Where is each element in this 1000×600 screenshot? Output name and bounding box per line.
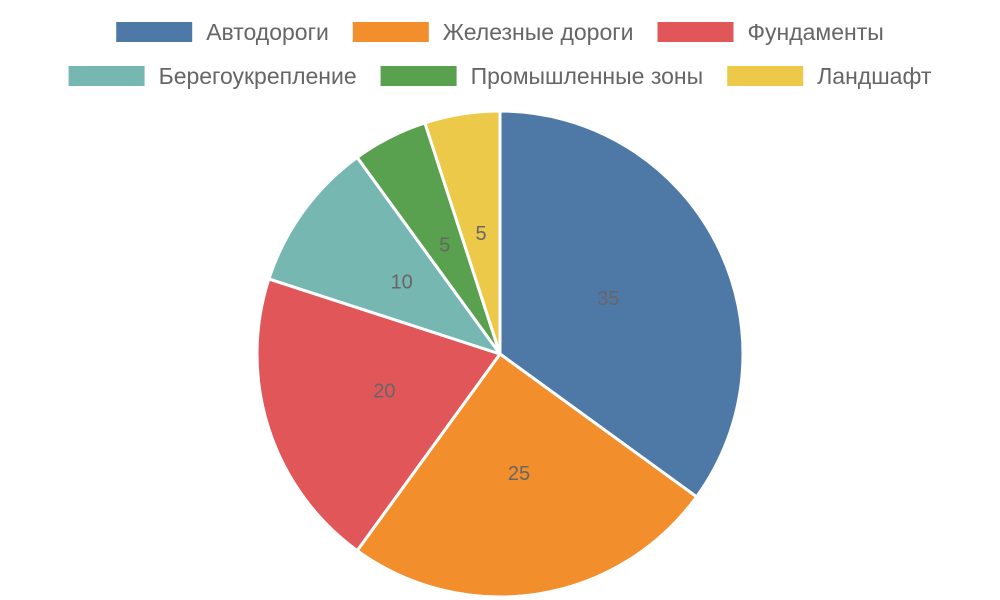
legend-item-6[interactable]: Ландшафт (727, 63, 932, 89)
slice-label-4: 10 (391, 272, 413, 294)
legend-item-2[interactable]: Железные дороги (352, 19, 634, 45)
legend-swatch-4 (68, 66, 145, 86)
legend-swatch-5 (380, 66, 457, 86)
pie-slice-2[interactable] (355, 352, 699, 599)
legend-item-3[interactable]: Фундаменты (657, 19, 884, 45)
legend-label-2: Железные дороги (443, 19, 634, 45)
pie-slice-6[interactable] (423, 109, 502, 356)
legend-swatch-3 (657, 22, 734, 42)
legend-item-4[interactable]: Берегоукрепление (68, 63, 357, 89)
legend-item-5[interactable]: Промышленные зоны (380, 63, 704, 89)
legend-swatch-2 (352, 22, 429, 42)
legend-label-5: Промышленные зоны (471, 63, 704, 89)
slice-label-6: 5 (475, 223, 486, 245)
legend-label-4: Берегоукрепление (159, 63, 357, 89)
legend-label-1: Автодороги (206, 19, 329, 45)
legend-label-3: Фундаменты (748, 19, 884, 45)
legend-swatch-1 (116, 22, 193, 42)
legend: Автодороги Железные дороги Фундаменты Берег… (68, 19, 932, 89)
slice-label-5: 5 (439, 235, 450, 257)
legend-item-1[interactable]: Автодороги (116, 19, 329, 45)
slice-label-3: 20 (373, 381, 395, 403)
pie-slice-1[interactable] (498, 109, 745, 499)
slice-label-1: 35 (597, 288, 619, 310)
pie-slices (255, 109, 745, 599)
slice-label-2: 25 (508, 463, 530, 485)
legend-label-6: Ландшафт (817, 63, 932, 89)
pie-slice-3[interactable] (255, 277, 502, 553)
pie-slice-4[interactable] (267, 155, 502, 356)
legend-swatch-6 (727, 66, 804, 86)
slice-labels: 35 25 20 10 5 5 (373, 223, 619, 485)
